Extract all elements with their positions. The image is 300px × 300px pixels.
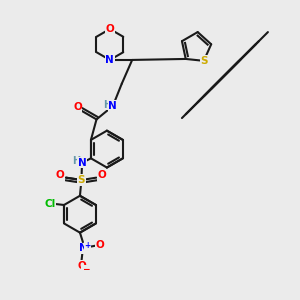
Text: O: O bbox=[73, 103, 82, 112]
Text: S: S bbox=[200, 56, 208, 66]
Text: O: O bbox=[98, 170, 106, 180]
Text: S: S bbox=[78, 175, 85, 185]
Text: O: O bbox=[95, 240, 104, 250]
Text: N: N bbox=[78, 158, 86, 168]
Text: H: H bbox=[73, 156, 81, 166]
Text: N: N bbox=[109, 101, 117, 111]
Text: N: N bbox=[79, 243, 87, 253]
Text: O: O bbox=[106, 24, 114, 34]
Text: +: + bbox=[84, 241, 91, 250]
Text: O: O bbox=[56, 170, 64, 180]
Text: O: O bbox=[77, 261, 86, 271]
Text: Cl: Cl bbox=[44, 199, 55, 209]
Text: −: − bbox=[82, 265, 89, 274]
Text: H: H bbox=[103, 100, 112, 110]
Text: N: N bbox=[106, 55, 114, 65]
